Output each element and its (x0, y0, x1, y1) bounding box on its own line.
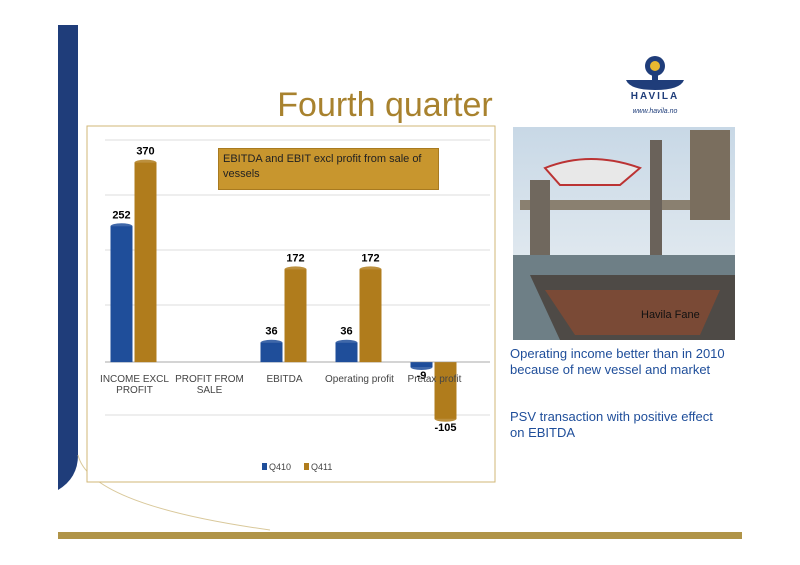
value-label: 36 (340, 326, 352, 338)
bar (359, 269, 382, 363)
x-tick-label: INCOME EXCL PROFIT (100, 374, 169, 397)
bar-cap (134, 159, 157, 166)
side-bar (58, 25, 78, 490)
bar (260, 342, 283, 363)
title: Fourth quarter (277, 86, 493, 124)
legend-label: Q411 (311, 462, 332, 472)
bullet: Operating income better than in 2010 bec… (510, 346, 725, 377)
bar-cap (359, 266, 382, 273)
bar-cap (260, 339, 283, 346)
value-label: 370 (136, 146, 154, 158)
bar-cap (434, 415, 457, 422)
bar-cap (410, 364, 433, 371)
value-label: -105 (434, 422, 456, 434)
logo-url: www.havila.no (632, 108, 678, 115)
x-tick-label: EBITDA (266, 374, 303, 386)
value-label: 172 (286, 252, 304, 264)
x-tick-label: PROFIT FROM SALE (175, 374, 244, 397)
bar (335, 342, 358, 363)
bar-cap (110, 223, 133, 230)
curve (77, 454, 271, 531)
value-label: 172 (361, 252, 379, 264)
bar (110, 226, 133, 363)
logo-mark (626, 56, 684, 90)
x-tick-label: Pretax profit (407, 374, 462, 386)
legend-swatch (262, 463, 267, 470)
bar (434, 362, 457, 419)
bar (134, 162, 157, 363)
bar-cap (335, 339, 358, 346)
annotation: EBITDA and EBIT excl profit from sale of… (218, 148, 439, 190)
bar (284, 269, 307, 363)
value-label: 252 (112, 209, 130, 221)
value-label: 36 (265, 326, 277, 338)
bottom-bar (58, 532, 742, 539)
bar-cap (284, 266, 307, 273)
x-tick-label: Operating profit (325, 374, 394, 386)
legend-swatch (304, 463, 309, 470)
bullet: PSV transaction with positive effect on … (510, 409, 713, 440)
logo-name: HAVILA (630, 91, 680, 102)
photo-caption: Havila Fane (641, 309, 700, 321)
legend-label: Q410 (269, 462, 291, 472)
photo (513, 127, 735, 340)
value-label: -9 (417, 370, 427, 382)
